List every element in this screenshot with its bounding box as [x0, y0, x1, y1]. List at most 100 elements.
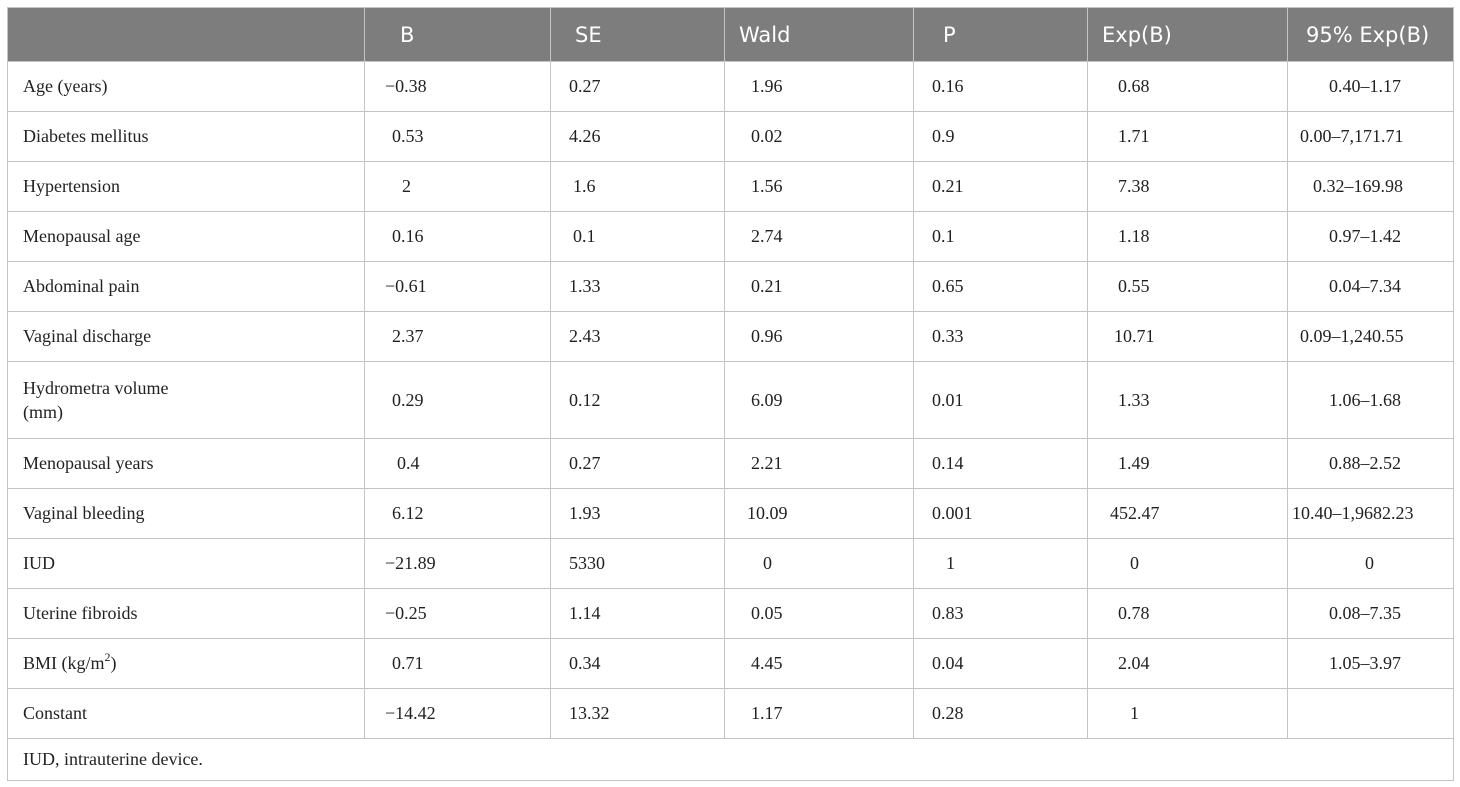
cell-b: 0.16: [364, 211, 551, 262]
table-row: Hydrometra volume (mm) 0.29 0.12 6.09 0.…: [7, 361, 1454, 439]
cell-ci: 0.97–1.42: [1287, 211, 1454, 262]
cell-wald: 2.21: [724, 438, 914, 489]
cell-p: 1: [913, 538, 1088, 589]
cell-se: 2.43: [550, 311, 725, 362]
cell-b: −14.42: [364, 688, 551, 739]
table-row: Uterine fibroids −0.25 1.14 0.05 0.83 0.…: [7, 588, 1454, 639]
cell-se: 1.14: [550, 588, 725, 639]
cell-wald: 2.74: [724, 211, 914, 262]
cell-wald: 4.45: [724, 638, 914, 689]
cell-p: 0.01: [913, 361, 1088, 439]
cell-ci: [1287, 688, 1454, 739]
header-cell-b: B: [364, 7, 551, 62]
cell-wald: 1.17: [724, 688, 914, 739]
row-label: Menopausal years: [7, 438, 365, 489]
table-row: Constant −14.42 13.32 1.17 0.28 1: [7, 688, 1454, 739]
row-label-line-1: Hydrometra volume: [23, 378, 169, 398]
cell-wald: 0: [724, 538, 914, 589]
cell-se: 13.32: [550, 688, 725, 739]
row-label-text: BMI (kg/m: [23, 653, 105, 673]
cell-b: −21.89: [364, 538, 551, 589]
cell-b: −0.61: [364, 261, 551, 312]
cell-b: 6.12: [364, 488, 551, 539]
row-label: BMI (kg/m2): [7, 638, 365, 689]
table-footnote: IUD, intrauterine device.: [7, 738, 1454, 781]
cell-wald: 1.56: [724, 161, 914, 212]
cell-wald: 1.96: [724, 61, 914, 112]
cell-ci: 0.88–2.52: [1287, 438, 1454, 489]
cell-se: 1.33: [550, 261, 725, 312]
cell-b: 2: [364, 161, 551, 212]
cell-expb: 1: [1087, 688, 1288, 739]
regression-table: B SE Wald P Exp(B) 95% Exp(B) Age (years…: [7, 7, 1454, 781]
row-label: Diabetes mellitus: [7, 111, 365, 162]
header-cell-ci: 95% Exp(B): [1287, 7, 1454, 62]
cell-wald: 6.09: [724, 361, 914, 439]
cell-expb: 0.55: [1087, 261, 1288, 312]
cell-p: 0.14: [913, 438, 1088, 489]
cell-p: 0.65: [913, 261, 1088, 312]
row-label-line-2: (mm): [23, 402, 63, 422]
header-row: B SE Wald P Exp(B) 95% Exp(B): [7, 7, 1454, 62]
row-label: Hypertension: [7, 161, 365, 212]
table-row: BMI (kg/m2) 0.71 0.34 4.45 0.04 2.04 1.0…: [7, 638, 1454, 689]
row-label: IUD: [7, 538, 365, 589]
row-label: Constant: [7, 688, 365, 739]
row-label: Vaginal discharge: [7, 311, 365, 362]
row-label-close: ): [110, 653, 117, 673]
cell-b: 0.4: [364, 438, 551, 489]
cell-wald: 10.09: [724, 488, 914, 539]
table-row: Hypertension 2 1.6 1.56 0.21 7.38 0.32–1…: [7, 161, 1454, 212]
cell-ci: 0.09–1,240.55: [1287, 311, 1454, 362]
cell-wald: 0.02: [724, 111, 914, 162]
cell-wald: 0.05: [724, 588, 914, 639]
cell-ci: 0.40–1.17: [1287, 61, 1454, 112]
cell-se: 0.27: [550, 61, 725, 112]
cell-ci: 0: [1287, 538, 1454, 589]
cell-se: 1.93: [550, 488, 725, 539]
cell-ci: 0.04–7.34: [1287, 261, 1454, 312]
cell-se: 1.6: [550, 161, 725, 212]
cell-expb: 2.04: [1087, 638, 1288, 689]
cell-wald: 0.21: [724, 261, 914, 312]
cell-expb: 0.78: [1087, 588, 1288, 639]
cell-b: −0.25: [364, 588, 551, 639]
header-cell-p: P: [913, 7, 1088, 62]
cell-se: 0.1: [550, 211, 725, 262]
cell-expb: 0.68: [1087, 61, 1288, 112]
footnote-row: IUD, intrauterine device.: [7, 738, 1454, 781]
cell-expb: 7.38: [1087, 161, 1288, 212]
cell-b: 0.71: [364, 638, 551, 689]
cell-p: 0.28: [913, 688, 1088, 739]
cell-se: 0.34: [550, 638, 725, 689]
cell-b: 0.29: [364, 361, 551, 439]
cell-ci: 0.00–7,171.71: [1287, 111, 1454, 162]
cell-expb: 1.18: [1087, 211, 1288, 262]
header-cell-expb: Exp(B): [1087, 7, 1288, 62]
cell-expb: 1.33: [1087, 361, 1288, 439]
cell-p: 0.1: [913, 211, 1088, 262]
cell-ci: 1.05–3.97: [1287, 638, 1454, 689]
cell-p: 0.16: [913, 61, 1088, 112]
row-label: Uterine fibroids: [7, 588, 365, 639]
row-label: Age (years): [7, 61, 365, 112]
row-label: Vaginal bleeding: [7, 488, 365, 539]
header-cell-se: SE: [550, 7, 725, 62]
table-row: Vaginal discharge 2.37 2.43 0.96 0.33 10…: [7, 311, 1454, 362]
row-label: Menopausal age: [7, 211, 365, 262]
cell-ci: 0.08–7.35: [1287, 588, 1454, 639]
cell-p: 0.04: [913, 638, 1088, 689]
cell-p: 0.83: [913, 588, 1088, 639]
cell-expb: 1.49: [1087, 438, 1288, 489]
table-row: Abdominal pain −0.61 1.33 0.21 0.65 0.55…: [7, 261, 1454, 312]
cell-se: 0.27: [550, 438, 725, 489]
cell-p: 0.001: [913, 488, 1088, 539]
cell-se: 4.26: [550, 111, 725, 162]
cell-b: −0.38: [364, 61, 551, 112]
table-row: Menopausal age 0.16 0.1 2.74 0.1 1.18 0.…: [7, 211, 1454, 262]
cell-ci: 1.06–1.68: [1287, 361, 1454, 439]
header-cell-label: [7, 7, 365, 62]
cell-p: 0.33: [913, 311, 1088, 362]
cell-expb: 10.71: [1087, 311, 1288, 362]
cell-b: 0.53: [364, 111, 551, 162]
